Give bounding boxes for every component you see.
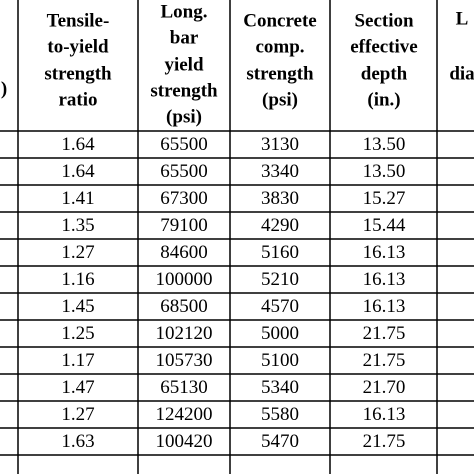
cell-text: 1.41 bbox=[61, 188, 94, 209]
cell-text: 1.27 bbox=[61, 404, 94, 425]
cell-text: 5340 bbox=[261, 377, 299, 398]
cell-text: 1.45 bbox=[61, 296, 94, 317]
cell-text: 16.13 bbox=[363, 296, 406, 317]
cell-text: 4570 bbox=[261, 296, 299, 317]
header-text: comp. bbox=[255, 36, 304, 57]
cell-text: 124200 bbox=[156, 404, 213, 425]
cell-text: 21.75 bbox=[363, 323, 406, 344]
cell-text: 1.47 bbox=[61, 377, 94, 398]
cell-text: 102120 bbox=[156, 323, 213, 344]
cell-text: 1.63 bbox=[61, 431, 94, 452]
header-text: dia bbox=[449, 63, 474, 84]
cell-text: 67300 bbox=[160, 188, 208, 209]
cell-text: 16.13 bbox=[363, 242, 406, 263]
cell-text: 5100 bbox=[261, 350, 299, 371]
header-text: ) bbox=[1, 78, 7, 99]
cell-text: 100000 bbox=[156, 269, 213, 290]
cell-text: 21.75 bbox=[363, 350, 406, 371]
cell-text: 1.35 bbox=[61, 215, 94, 236]
cell-text: 1.25 bbox=[61, 323, 94, 344]
cell-text: 16.13 bbox=[363, 269, 406, 290]
cell-text: 65130 bbox=[160, 377, 208, 398]
cell-text: 1.17 bbox=[61, 350, 94, 371]
header-text: (psi) bbox=[166, 106, 202, 127]
cell-text: 4290 bbox=[261, 215, 299, 236]
cell-text: 3830 bbox=[261, 188, 299, 209]
header-text: effective bbox=[350, 36, 418, 57]
cell-text: 1.64 bbox=[61, 161, 95, 182]
cell-text: 3340 bbox=[261, 161, 299, 182]
header-text: Section bbox=[354, 10, 414, 31]
cell-text: 65500 bbox=[160, 161, 208, 182]
cell-text: 5470 bbox=[261, 431, 299, 452]
cell-text: 5160 bbox=[261, 242, 299, 263]
cell-text: 5210 bbox=[261, 269, 299, 290]
header-text: depth bbox=[361, 63, 408, 84]
cell-text: 105730 bbox=[156, 350, 213, 371]
header-text: strength bbox=[246, 63, 314, 84]
header-text: Tensile- bbox=[47, 10, 110, 31]
header-text: strength bbox=[44, 63, 112, 84]
cell-text: 84600 bbox=[160, 242, 208, 263]
cell-text: 3130 bbox=[261, 134, 299, 155]
header-text: yield bbox=[164, 54, 203, 75]
cell-text: 15.44 bbox=[363, 215, 406, 236]
cell-text: 15.27 bbox=[363, 188, 406, 209]
cell-text: 21.70 bbox=[363, 377, 406, 398]
cell-text: 79100 bbox=[160, 215, 208, 236]
header-text: (psi) bbox=[262, 89, 298, 110]
header-text: bar bbox=[170, 27, 199, 48]
cell-text: 1.64 bbox=[61, 134, 95, 155]
header-text: (in.) bbox=[367, 89, 400, 110]
header-text: to-yield bbox=[47, 36, 109, 57]
header-text: Long. bbox=[161, 1, 208, 22]
cell-text: 100420 bbox=[156, 431, 213, 452]
cell-text: 16.13 bbox=[363, 404, 406, 425]
cell-text: 68500 bbox=[160, 296, 208, 317]
cell-text: 5000 bbox=[261, 323, 299, 344]
header-text: strength bbox=[150, 80, 218, 101]
header-text: L bbox=[456, 8, 469, 29]
header-text: Concrete bbox=[243, 10, 317, 31]
cell-text: 1.16 bbox=[61, 269, 94, 290]
header-text: ratio bbox=[58, 89, 97, 110]
cell-text: 1.27 bbox=[61, 242, 94, 263]
cell-text: 13.50 bbox=[363, 134, 406, 155]
cell-text: 13.50 bbox=[363, 161, 406, 182]
cell-text: 65500 bbox=[160, 134, 208, 155]
cell-text: 5580 bbox=[261, 404, 299, 425]
cell-text: 21.75 bbox=[363, 431, 406, 452]
